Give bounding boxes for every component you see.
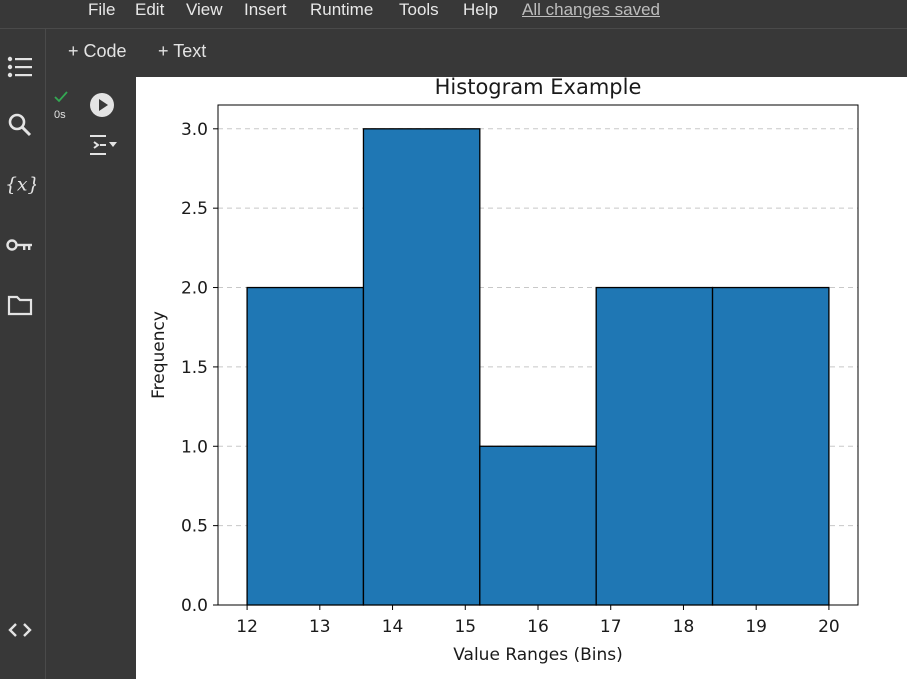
histogram-bar-4 <box>711 286 830 606</box>
menu-help[interactable]: Help <box>463 0 498 19</box>
bars <box>246 128 830 606</box>
search-icon[interactable] <box>4 109 36 141</box>
run-cell-icon[interactable] <box>89 92 115 118</box>
histogram-bar-0 <box>246 286 365 606</box>
y-tick-label-2: 1.0 <box>181 437 208 457</box>
y-axis-label: Frequency <box>149 311 169 399</box>
add-code-button[interactable]: + Code <box>68 41 127 61</box>
x-axis-label: Value Ranges (Bins) <box>453 645 623 665</box>
x-tick-label-7: 19 <box>745 617 767 637</box>
x-tick-label-5: 17 <box>600 617 622 637</box>
sidebar: {x} <box>0 29 46 679</box>
svg-text:{x}: {x} <box>5 175 36 196</box>
x-tick-label-0: 12 <box>236 617 258 637</box>
menu-runtime[interactable]: Runtime <box>310 0 374 19</box>
code-snippets-icon[interactable] <box>4 614 36 646</box>
files-folder-icon[interactable] <box>4 289 36 321</box>
histogram-bar-1 <box>362 128 481 606</box>
x-tick-label-6: 18 <box>673 617 695 637</box>
menu-bar: File Edit View Insert Runtime Tools Help… <box>0 0 907 29</box>
x-ticks: 12 13 14 15 16 17 18 19 20 <box>236 605 840 637</box>
chart-title: Histogram Example <box>435 77 642 99</box>
x-tick-label-1: 13 <box>309 617 331 637</box>
y-ticks: 0.0 0.5 1.0 1.5 2.0 2.5 3.0 <box>181 120 218 616</box>
x-tick-label-2: 14 <box>382 617 404 637</box>
execution-time: 0s <box>54 109 66 121</box>
output-actions-icon[interactable] <box>88 133 118 157</box>
y-tick-label-0: 0.0 <box>181 596 208 616</box>
y-tick-label-5: 2.5 <box>181 199 208 219</box>
histogram-bar-3 <box>595 286 714 606</box>
menu-tools[interactable]: Tools <box>399 0 439 19</box>
save-status-link[interactable]: All changes saved <box>522 0 660 19</box>
menu-insert[interactable]: Insert <box>244 0 287 19</box>
x-tick-label-4: 16 <box>527 617 549 637</box>
secrets-key-icon[interactable] <box>4 229 36 261</box>
menu-view[interactable]: View <box>186 0 223 19</box>
add-text-button[interactable]: + Text <box>158 41 207 61</box>
variables-icon[interactable]: {x} <box>4 169 36 201</box>
cell-output: 12 13 14 15 16 17 18 19 20 0.0 0.5 1.0 1.5 2.0 2.5 3.0… <box>136 77 907 679</box>
y-tick-label-3: 1.5 <box>181 358 208 378</box>
y-tick-label-1: 0.5 <box>181 517 208 537</box>
x-tick-label-3: 15 <box>454 617 476 637</box>
menu-file[interactable]: File <box>88 0 116 19</box>
cell-gutter: 0s <box>46 77 136 679</box>
check-icon <box>54 91 68 103</box>
histogram-bar-2 <box>479 445 597 606</box>
menu-edit[interactable]: Edit <box>135 0 165 19</box>
table-of-contents-icon[interactable] <box>4 51 36 83</box>
histogram-chart: 12 13 14 15 16 17 18 19 20 0.0 0.5 1.0 1.5 2.0 2.5 3.0… <box>149 77 859 665</box>
notebook-toolbar: + Code + Text <box>46 29 907 77</box>
y-tick-label-4: 2.0 <box>181 279 208 299</box>
x-tick-label-8: 20 <box>818 617 840 637</box>
y-tick-label-6: 3.0 <box>181 120 208 140</box>
